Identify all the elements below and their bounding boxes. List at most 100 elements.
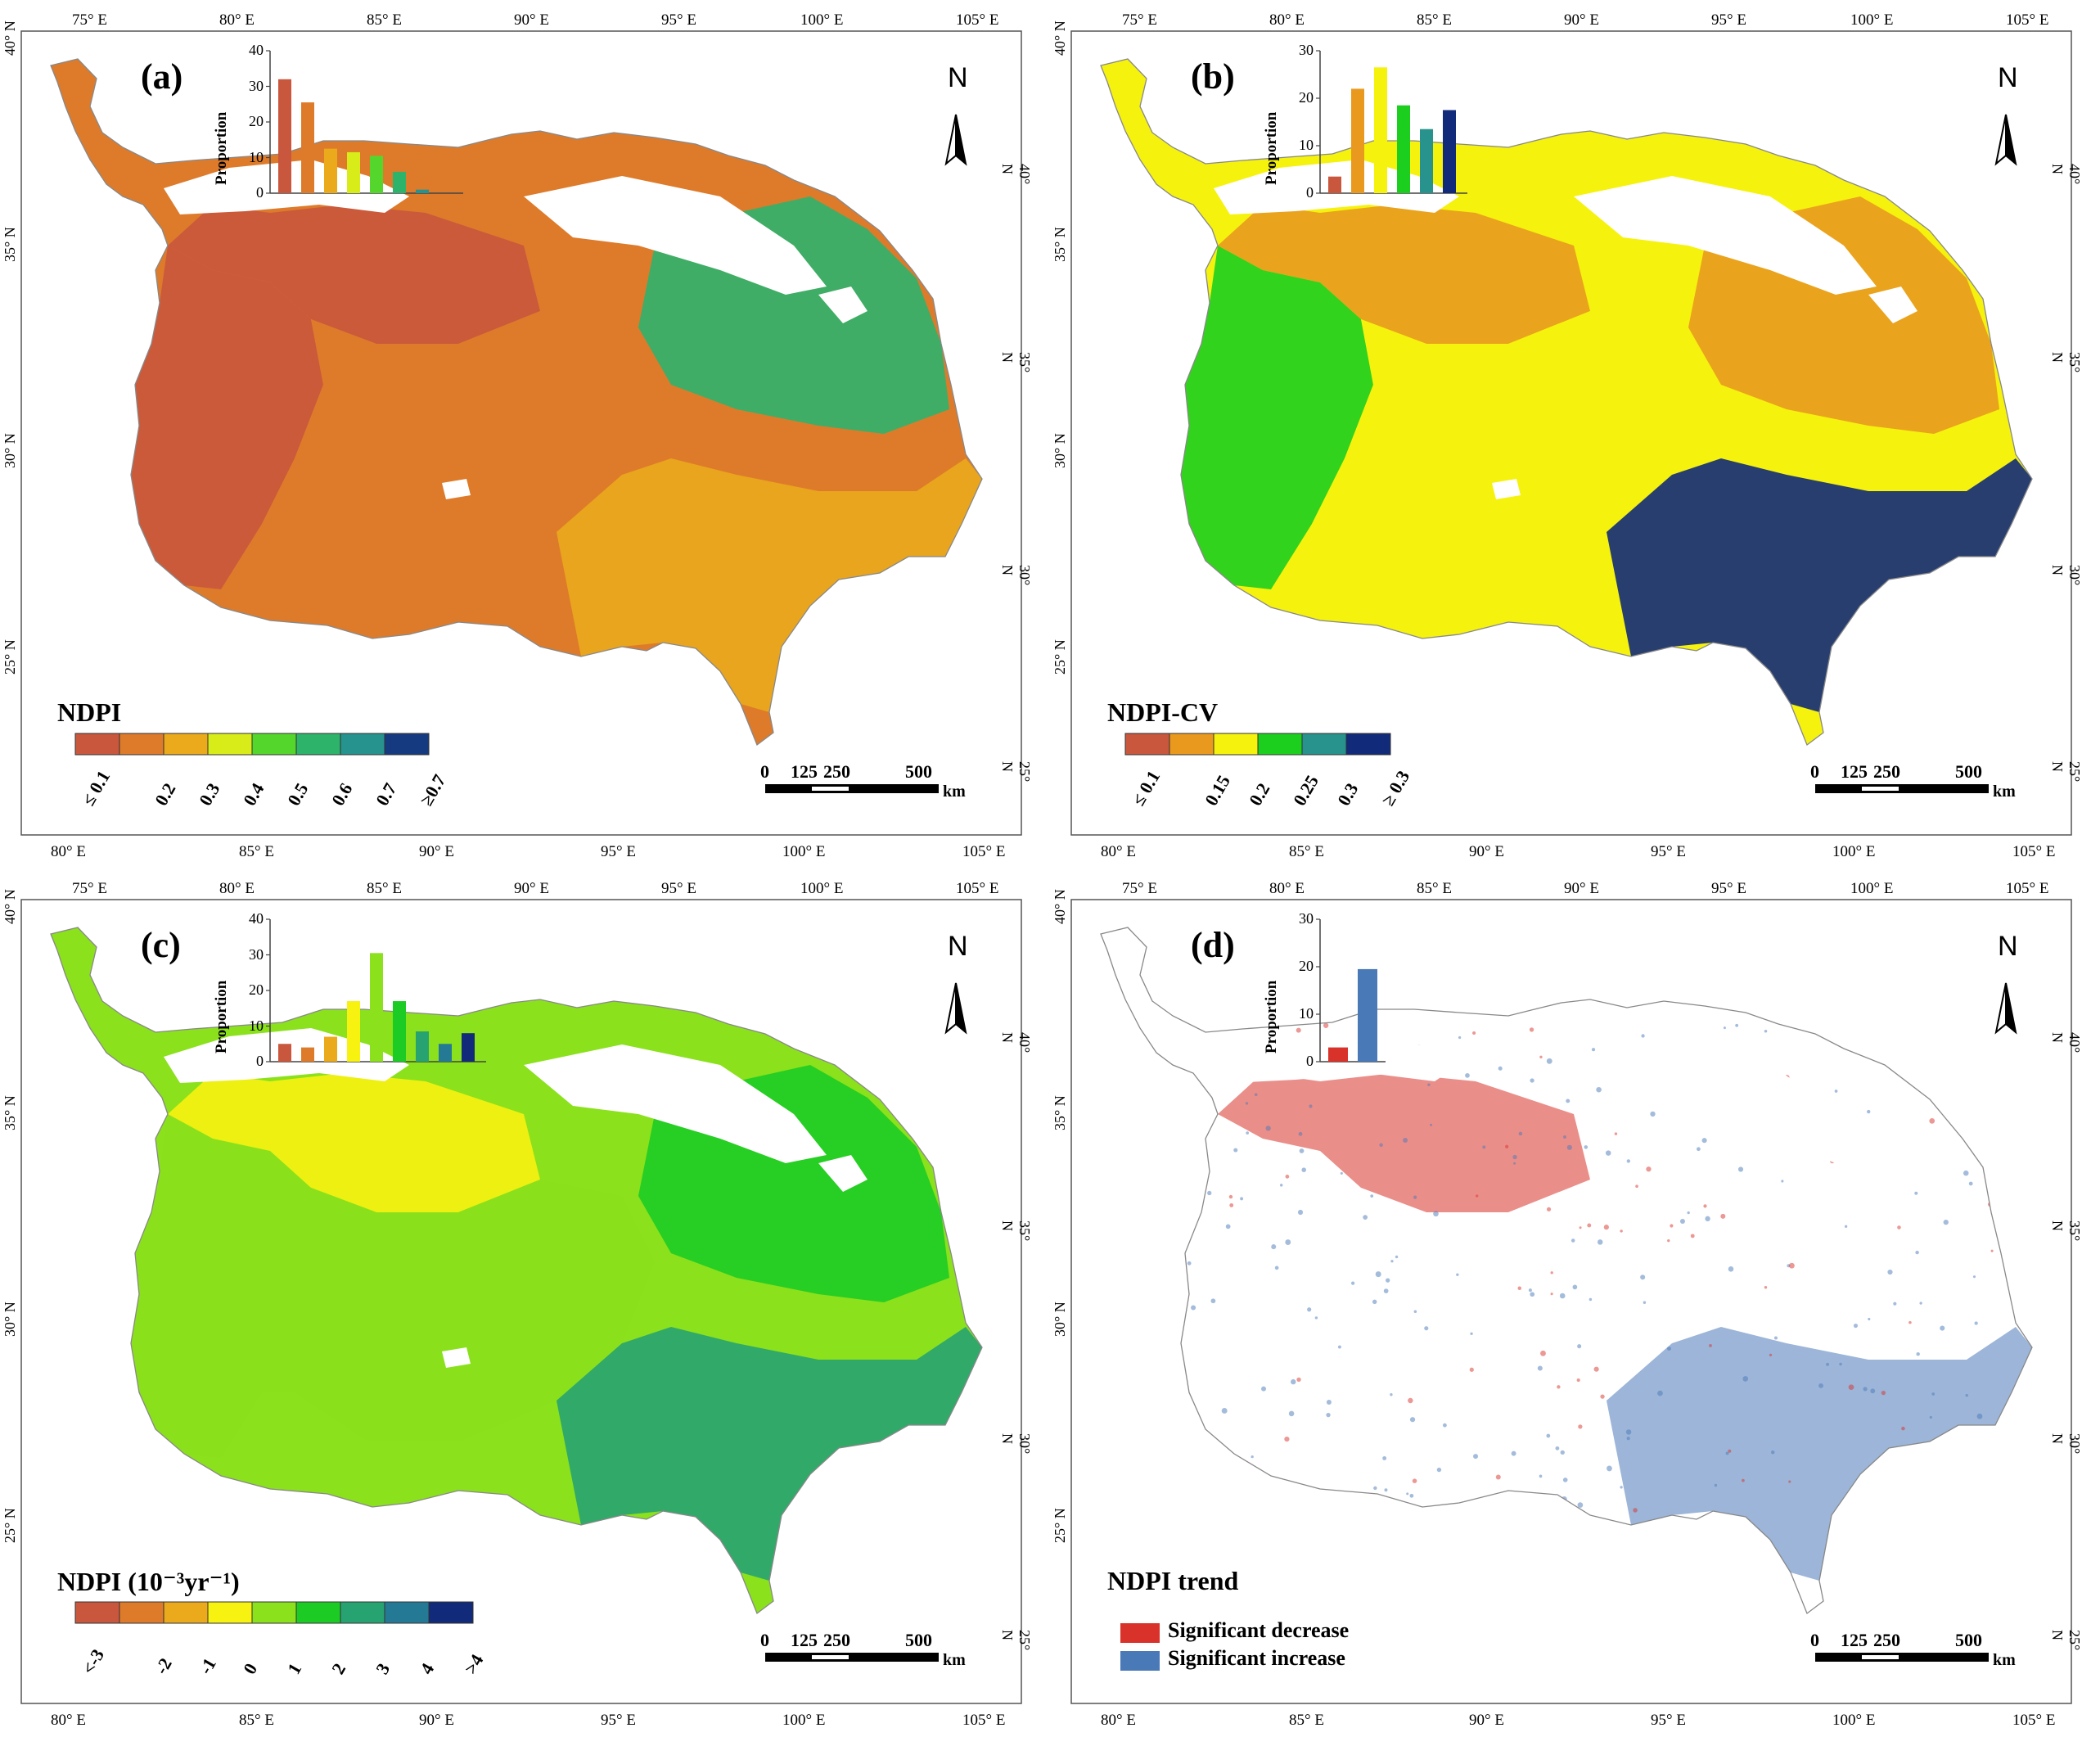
unvegetated-area xyxy=(1492,1347,1521,1368)
scale-tick: 125 xyxy=(1841,1630,1868,1650)
lon-label-top: 100° E xyxy=(1850,11,1894,29)
north-arrow-icon xyxy=(1994,982,2017,1035)
scale-tick: 0 xyxy=(760,761,769,782)
legend-label: Significant decrease xyxy=(1168,1618,1350,1642)
lat-label-left: 35° N xyxy=(1052,227,1068,262)
north-arrow-icon xyxy=(944,982,967,1035)
unvegetated-area xyxy=(1574,1044,1877,1163)
histogram-bar xyxy=(1420,129,1433,193)
lat-label-left: 30° N xyxy=(2,433,18,468)
plateau-map xyxy=(1100,927,2033,1615)
histogram-y-tick: 0 xyxy=(1306,1053,1314,1069)
lon-label-bottom: 95° E xyxy=(1651,1712,1686,1729)
colorbar-swatch xyxy=(119,733,164,756)
lon-label-bottom: 80° E xyxy=(51,843,86,860)
lon-label-top: 90° E xyxy=(1564,11,1599,29)
lon-label-top: 95° E xyxy=(1711,11,1746,29)
lat-label-right: 30° N xyxy=(999,1433,1033,1455)
histogram-bar xyxy=(1374,67,1387,193)
histogram xyxy=(1316,918,1386,1063)
lat-label-left: 40° N xyxy=(2,889,18,924)
lon-label-bottom: 105° E xyxy=(962,843,1006,860)
lat-label-right: 30° N xyxy=(999,565,1033,586)
colorbar xyxy=(74,1601,474,1624)
legend-title: NDPI xyxy=(57,697,122,727)
lon-label-top: 90° E xyxy=(1564,880,1599,897)
colorbar-swatch xyxy=(1345,733,1391,756)
lon-label-bottom: 95° E xyxy=(601,1712,636,1729)
legend-label: Significant increase xyxy=(1168,1646,1345,1670)
unvegetated-area xyxy=(442,479,471,499)
unvegetated-area xyxy=(1574,176,1877,295)
histogram-y-tick: 20 xyxy=(249,113,264,129)
lat-label-left: 25° N xyxy=(1052,639,1068,674)
lat-label-right: 35° N xyxy=(999,1220,1033,1242)
lat-label-left: 25° N xyxy=(1052,1508,1068,1543)
histogram-bar xyxy=(301,102,314,193)
histogram-y-tick: 20 xyxy=(249,981,264,998)
unvegetated-area xyxy=(1868,1155,1917,1192)
lon-label-top: 100° E xyxy=(800,880,844,897)
lon-label-top: 105° E xyxy=(956,880,999,897)
lat-label-left: 35° N xyxy=(1052,1095,1068,1130)
legend-title: NDPI trend xyxy=(1107,1566,1239,1595)
colorbar-swatch xyxy=(251,733,297,756)
colorbar-swatch xyxy=(1124,733,1170,756)
histogram-y-label: Proportion xyxy=(1263,111,1280,185)
lat-label-right: 25° N xyxy=(2049,1630,2083,1651)
panel-label: (d) xyxy=(1191,925,1235,965)
lon-label-top: 80° E xyxy=(219,880,255,897)
lon-label-top: 75° E xyxy=(1122,11,1157,29)
lon-label-top: 95° E xyxy=(1711,880,1746,897)
plateau-boundary xyxy=(1100,58,2033,747)
scale-tick: 250 xyxy=(1873,1630,1900,1650)
legend-swatch xyxy=(1120,1623,1160,1643)
scale-tick: 250 xyxy=(823,1630,850,1650)
lon-label-bottom: 80° E xyxy=(1101,843,1136,860)
map-region xyxy=(1181,246,1373,589)
colorbar-swatch xyxy=(1257,733,1303,756)
lon-label-bottom: 80° E xyxy=(1101,1712,1136,1729)
scale-unit: km xyxy=(943,1651,966,1669)
scale-tick: 500 xyxy=(1955,1630,1982,1650)
lat-label-right: 25° N xyxy=(999,1630,1033,1651)
histogram-bar xyxy=(347,151,360,193)
lon-label-bottom: 95° E xyxy=(1651,843,1686,860)
map-border xyxy=(20,30,1022,836)
lon-label-bottom: 100° E xyxy=(782,1712,826,1729)
scale-unit: km xyxy=(1993,1651,2016,1669)
map-frame xyxy=(1070,30,2072,836)
lat-label-right: 40° N xyxy=(999,1032,1033,1053)
plateau-boundary xyxy=(1100,927,2033,1615)
colorbar-swatch xyxy=(74,1601,120,1624)
histogram-y-tick: 10 xyxy=(249,148,264,165)
histogram-bar xyxy=(1443,110,1456,193)
lon-label-top: 80° E xyxy=(219,11,255,29)
histogram-bar xyxy=(439,1044,452,1062)
unvegetated-area xyxy=(1868,286,1917,323)
lon-label-bottom: 85° E xyxy=(1289,1712,1324,1729)
lat-label-left: 40° N xyxy=(1052,889,1068,924)
lat-label-right: 35° N xyxy=(2049,1220,2083,1242)
histogram-bar xyxy=(370,953,383,1062)
histogram-bar xyxy=(278,1044,291,1062)
lon-label-bottom: 85° E xyxy=(239,1712,274,1729)
lat-label-left: 40° N xyxy=(1052,20,1068,56)
lon-label-bottom: 90° E xyxy=(1469,1712,1504,1729)
lat-label-right: 35° N xyxy=(2049,352,2083,373)
histogram-y-tick: 40 xyxy=(249,910,264,927)
scale-unit: km xyxy=(1993,783,2016,801)
lon-label-top: 75° E xyxy=(72,880,107,897)
map-region xyxy=(131,1114,323,1458)
colorbar-swatch xyxy=(163,733,209,756)
histogram-y-tick: 20 xyxy=(1299,958,1314,974)
lon-label-top: 90° E xyxy=(514,11,549,29)
lon-label-top: 100° E xyxy=(800,11,844,29)
scale-tick: 500 xyxy=(1955,761,1982,782)
colorbar-swatch xyxy=(207,1601,253,1624)
map-region xyxy=(1312,311,1705,573)
panel-b: N 0 125 250 500 km 75° E 80° E 85° E 90° E 95° E 10… xyxy=(1050,0,2100,868)
lon-label-top: 85° E xyxy=(367,880,402,897)
colorbar-swatch xyxy=(384,1601,430,1624)
plateau-map xyxy=(50,58,983,747)
